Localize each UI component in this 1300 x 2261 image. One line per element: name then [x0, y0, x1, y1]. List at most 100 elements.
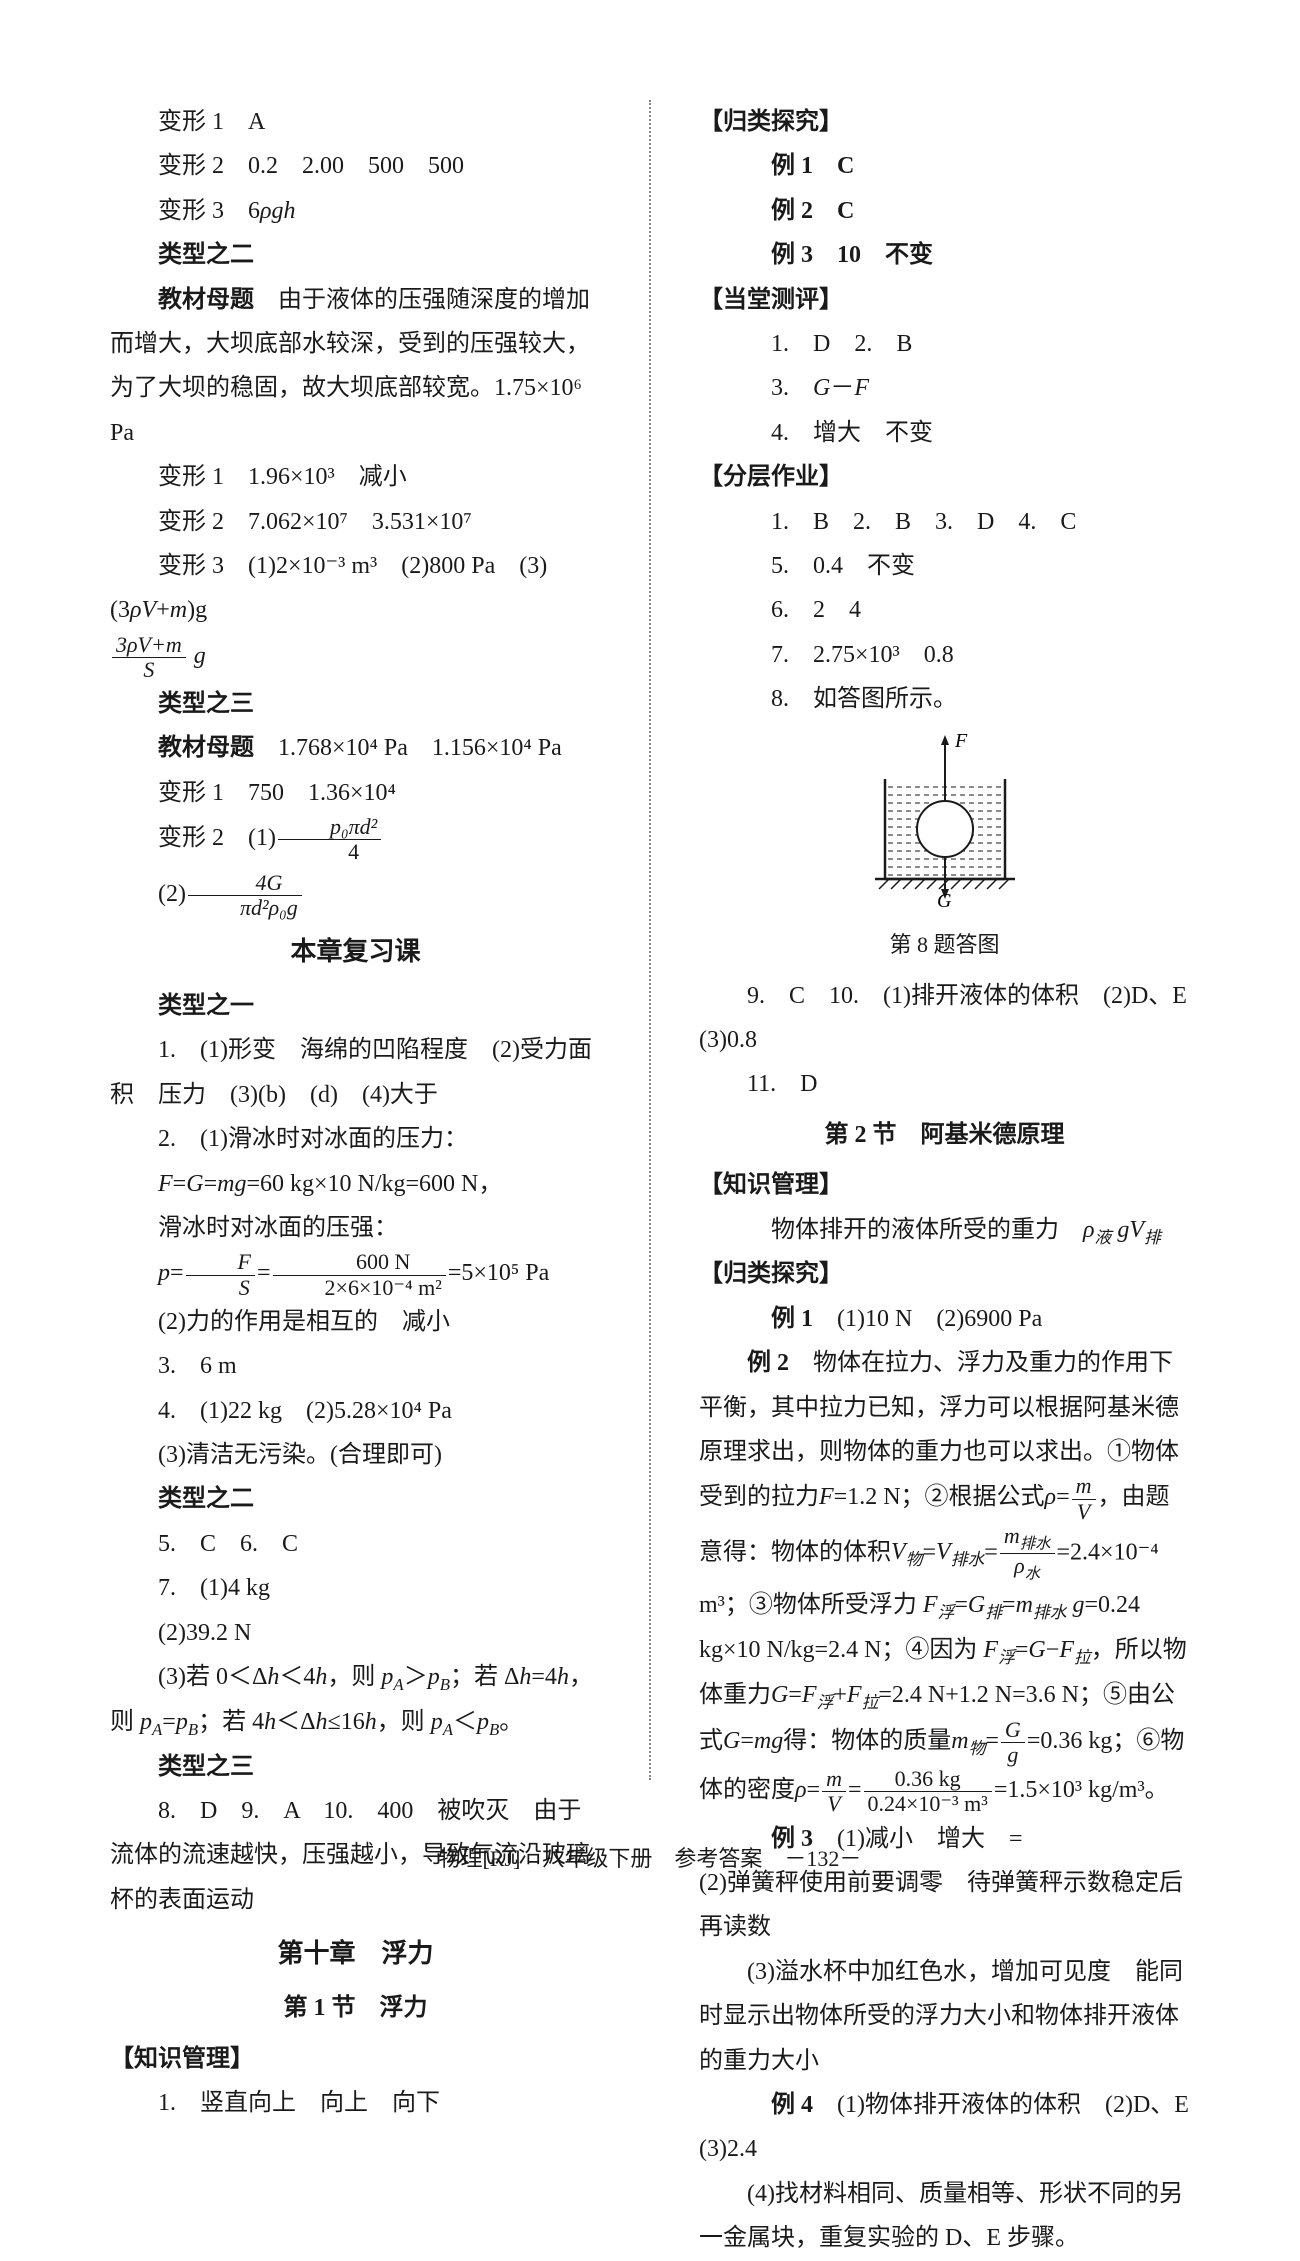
text-line: (2) 4G πd²ρ₀g	[110, 871, 601, 920]
left-column: 变形 1 A 变形 2 0.2 2.00 500 500 变形 3 6ρgh 类…	[110, 100, 601, 1780]
text: ，则	[327, 1664, 381, 1690]
bracket-heading: 【当堂测评】	[699, 278, 1190, 322]
var: g	[1067, 1592, 1085, 1618]
fraction: Gg	[999, 1718, 1027, 1767]
var: h	[316, 1709, 328, 1735]
buoyancy-diagram-svg: F	[855, 729, 1035, 909]
text-line: 9. C 10. (1)排开液体的体积 (2)D、E (3)0.8	[699, 974, 1190, 1063]
op: +	[156, 597, 170, 623]
op: =	[1002, 1592, 1016, 1618]
var: m	[170, 597, 187, 623]
text-line: 变形 1 1.96×10³ 减小	[110, 455, 601, 499]
fraction: 600 N 2×6×10⁻⁴ m²	[271, 1250, 448, 1299]
text-line: 8. 如答图所示。	[699, 677, 1190, 721]
subtype-heading: 类型之三	[110, 682, 601, 726]
op: =	[1056, 1485, 1070, 1511]
op: −	[1046, 1637, 1060, 1663]
var: mg	[217, 1171, 246, 1197]
text: )g	[187, 597, 207, 623]
text: =60 kg×10 N/kg=600 N，	[246, 1171, 502, 1197]
text-line: (2)39.2 N	[110, 1611, 601, 1655]
equation-line: F=G=mg=60 kg×10 N/kg=600 N，	[110, 1162, 601, 1206]
op: =	[807, 1778, 821, 1804]
var: h	[267, 1664, 279, 1690]
equation-line: p= F S = 600 N 2×6×10⁻⁴ m² =5×10⁵ Pa	[110, 1250, 601, 1299]
var: h	[557, 1664, 569, 1690]
text-line: 变形 3 (1)2×10⁻³ m³ (2)800 Pa (3)(3ρV+m)g	[110, 544, 601, 633]
text-line: 变形 2 (1) p₀πd² 4	[110, 815, 601, 864]
label: 教材母题	[158, 735, 254, 761]
numerator: 600 N	[273, 1250, 446, 1275]
text-line: (3)清洁无污染。(合理即可)	[110, 1433, 601, 1477]
op: =	[162, 1709, 176, 1735]
text: =1.2 N；②根据公	[834, 1485, 1021, 1511]
op: =	[985, 1728, 999, 1754]
text: 。	[499, 1709, 523, 1735]
text-line: 6. 2 4	[699, 588, 1190, 632]
var: G	[723, 1728, 740, 1754]
var: mg	[754, 1728, 783, 1754]
text-line: 变形 1 750 1.36×10⁴	[110, 771, 601, 815]
var: g	[188, 643, 206, 669]
subtype-heading: 类型之二	[110, 233, 601, 277]
var: ρ	[1045, 1485, 1057, 1511]
fraction: mV	[1070, 1474, 1098, 1523]
numerator: 3ρV+m	[112, 633, 186, 658]
denominator: S	[112, 658, 186, 682]
text: 物体排开的液体所受的重力	[771, 1217, 1083, 1243]
text: 1.768×10⁴ Pa 1.156×10⁴ Pa	[278, 735, 562, 761]
text: ＜Δ	[276, 1709, 315, 1735]
var: h	[264, 1709, 276, 1735]
var: ρ	[795, 1778, 807, 1804]
text-line: 1. D 2. B	[699, 322, 1190, 366]
text: =5×10⁵ Pa	[448, 1261, 549, 1287]
text: =1.5×10³ kg/m³。	[994, 1778, 1169, 1804]
right-column: 【归类探究】 例 1 C 例 2 C 例 3 10 不变 【当堂测评】 1. D…	[699, 100, 1190, 1780]
text-line: 1. (1)形变 海绵的凹陷程度 (2)受力面积 压力 (3)(b) (d) (…	[110, 1028, 601, 1117]
text: ；若 4	[198, 1709, 264, 1735]
var: pB	[176, 1709, 198, 1735]
text-line: 2. (1)滑冰时对冰面的压力：	[110, 1117, 601, 1161]
var: h	[315, 1664, 327, 1690]
bracket-heading: 【分层作业】	[699, 455, 1190, 499]
text: (2)	[158, 881, 186, 907]
var: g	[1111, 1217, 1129, 1243]
var: pA	[140, 1709, 162, 1735]
answer-diagram-q8: F	[699, 729, 1190, 965]
op: =	[257, 1261, 271, 1287]
var: m排水	[1016, 1592, 1067, 1618]
op: =	[740, 1728, 754, 1754]
fraction: mV	[820, 1767, 848, 1816]
numerator: 0.36 kg	[864, 1767, 992, 1792]
column-divider	[649, 100, 651, 1780]
denominator: g	[1001, 1743, 1025, 1767]
text: (1)10 N (2)6900 Pa	[837, 1306, 1042, 1332]
subtype-heading: 类型之二	[110, 1477, 601, 1521]
text-line: 例 2 C	[699, 189, 1190, 233]
numerator: 4G	[188, 871, 302, 896]
text-line: 5. 0.4 不变	[699, 544, 1190, 588]
text: (3)若 0＜Δ	[158, 1664, 267, 1690]
denominator: ρ水	[1000, 1554, 1055, 1583]
denominator: V	[822, 1792, 846, 1816]
mother-problem: 教材母题 由于液体的压强随深度的增加而增大，大坝底部水较深，受到的压强较大，为了…	[110, 278, 601, 456]
label-F: F	[954, 730, 968, 752]
fraction: p₀πd² 4	[276, 815, 383, 864]
denominator: S	[186, 1276, 255, 1300]
bracket-heading: 【知识管理】	[699, 1163, 1190, 1207]
op: =	[170, 1261, 184, 1287]
op: ＜	[453, 1709, 477, 1735]
fraction-line: 3ρV+m S g	[110, 633, 601, 682]
label: 例 2	[747, 1350, 789, 1376]
var: pA	[431, 1709, 453, 1735]
text-line: 例 1 (1)10 N (2)6900 Pa	[699, 1297, 1190, 1341]
label: 教材母题	[158, 287, 254, 313]
bracket-heading: 【归类探究】	[699, 1252, 1190, 1296]
var: pA	[381, 1664, 403, 1690]
section-subtitle: 第 2 节 阿基米德原理	[699, 1113, 1190, 1157]
chapter-title: 第十章 浮力	[110, 1930, 601, 1978]
text-line: 变形 2 0.2 2.00 500 500	[110, 144, 601, 188]
op: =	[922, 1539, 936, 1565]
text: 的密度	[723, 1778, 795, 1804]
var: ρ液	[1083, 1217, 1111, 1243]
